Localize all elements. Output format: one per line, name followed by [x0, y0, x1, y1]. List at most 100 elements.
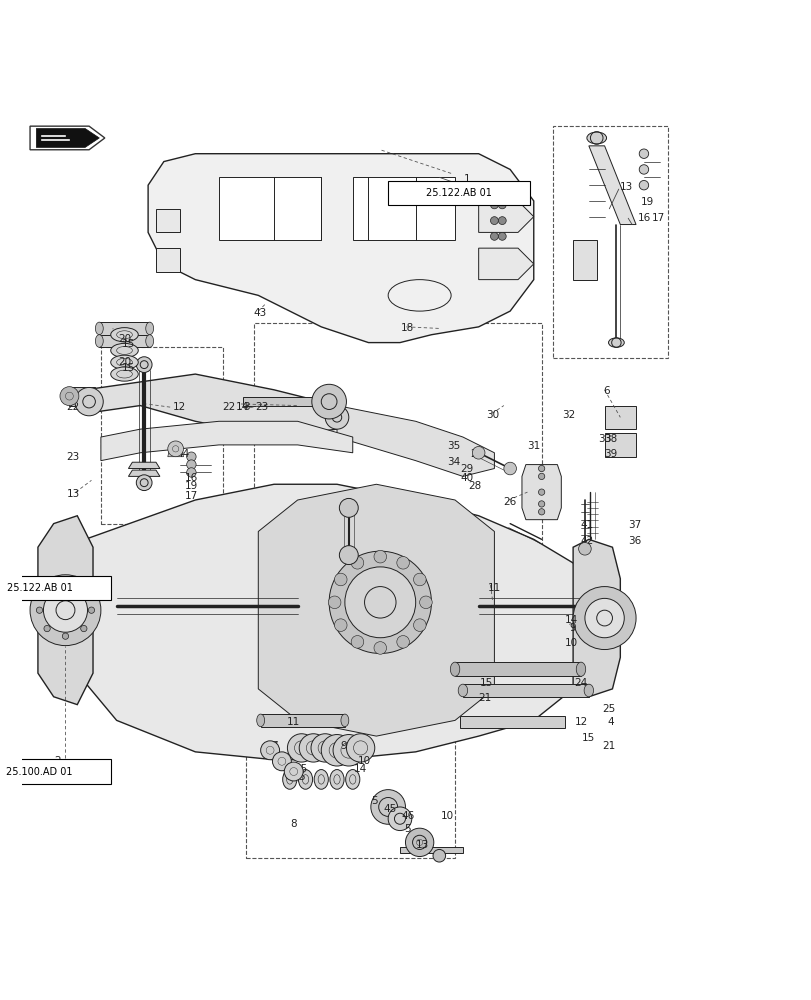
Circle shape [136, 357, 152, 372]
Text: 39: 39 [603, 449, 616, 459]
Text: 15: 15 [122, 363, 135, 373]
Text: 14: 14 [564, 615, 577, 625]
Text: 5: 5 [298, 772, 304, 782]
Circle shape [472, 446, 484, 459]
Ellipse shape [345, 770, 359, 789]
Text: 13: 13 [415, 840, 428, 850]
Circle shape [321, 735, 352, 766]
Text: 9: 9 [569, 623, 576, 633]
Circle shape [397, 636, 409, 648]
Circle shape [638, 180, 648, 190]
Polygon shape [219, 177, 321, 240]
Polygon shape [604, 433, 635, 457]
Polygon shape [478, 248, 533, 280]
Text: 21: 21 [601, 741, 615, 751]
Text: 10: 10 [564, 638, 577, 648]
Polygon shape [521, 465, 560, 520]
Circle shape [88, 607, 94, 613]
Polygon shape [62, 484, 588, 760]
Circle shape [498, 217, 505, 225]
Text: 37: 37 [627, 520, 641, 530]
Circle shape [287, 734, 315, 762]
Circle shape [328, 551, 431, 653]
Polygon shape [69, 387, 94, 406]
Text: 11: 11 [287, 717, 300, 727]
Text: 34: 34 [446, 457, 460, 467]
Text: 2: 2 [54, 756, 61, 766]
Circle shape [638, 165, 648, 174]
Circle shape [187, 468, 196, 477]
Text: 23: 23 [255, 402, 268, 412]
Polygon shape [99, 335, 149, 347]
Ellipse shape [329, 770, 344, 789]
Circle shape [80, 589, 87, 595]
Ellipse shape [282, 770, 297, 789]
Text: 32: 32 [562, 410, 575, 420]
Text: 33: 33 [597, 434, 611, 444]
Circle shape [374, 550, 386, 563]
Polygon shape [604, 406, 635, 429]
Circle shape [260, 741, 279, 760]
Circle shape [30, 575, 101, 646]
Polygon shape [156, 248, 179, 272]
Circle shape [490, 217, 498, 225]
Circle shape [584, 598, 624, 638]
Polygon shape [156, 209, 179, 232]
Text: 3: 3 [242, 402, 250, 412]
Circle shape [490, 201, 498, 209]
Circle shape [334, 619, 346, 631]
Text: 18: 18 [401, 323, 414, 333]
Text: 12: 12 [173, 402, 186, 412]
Circle shape [187, 452, 196, 461]
Text: 42: 42 [580, 536, 593, 546]
Text: 22: 22 [221, 402, 234, 412]
Circle shape [405, 828, 433, 857]
Ellipse shape [256, 714, 264, 727]
Circle shape [60, 387, 79, 406]
Text: 7: 7 [270, 741, 277, 751]
Polygon shape [258, 484, 494, 736]
Text: 19: 19 [185, 481, 198, 491]
Ellipse shape [110, 328, 138, 342]
Circle shape [350, 556, 363, 569]
Text: 23: 23 [67, 452, 79, 462]
Polygon shape [128, 470, 160, 476]
Circle shape [388, 807, 411, 831]
Ellipse shape [145, 322, 153, 335]
Circle shape [638, 149, 648, 158]
Circle shape [168, 441, 183, 457]
Polygon shape [573, 240, 596, 280]
Text: 14: 14 [354, 764, 367, 774]
Ellipse shape [576, 662, 585, 676]
Circle shape [136, 475, 152, 491]
Ellipse shape [341, 714, 349, 727]
Text: 40: 40 [460, 473, 473, 483]
Circle shape [490, 232, 498, 240]
Circle shape [578, 543, 590, 555]
FancyBboxPatch shape [0, 759, 110, 784]
Text: 20: 20 [118, 334, 131, 344]
Ellipse shape [95, 322, 103, 335]
Text: 14: 14 [236, 402, 249, 412]
Polygon shape [128, 462, 160, 469]
Circle shape [75, 387, 103, 416]
Ellipse shape [607, 338, 624, 347]
Text: 16: 16 [185, 473, 198, 483]
Circle shape [187, 460, 196, 469]
Circle shape [538, 509, 544, 515]
Polygon shape [38, 516, 93, 705]
Ellipse shape [457, 684, 467, 697]
Polygon shape [588, 146, 635, 225]
Polygon shape [99, 322, 149, 335]
Circle shape [346, 734, 375, 762]
Circle shape [62, 633, 69, 639]
Text: 31: 31 [526, 441, 539, 451]
Ellipse shape [583, 684, 593, 697]
Text: 21: 21 [478, 693, 491, 703]
Ellipse shape [298, 770, 312, 789]
Polygon shape [168, 446, 183, 457]
Text: 19: 19 [641, 197, 654, 207]
Circle shape [498, 232, 505, 240]
Circle shape [43, 588, 88, 632]
Ellipse shape [110, 367, 138, 381]
